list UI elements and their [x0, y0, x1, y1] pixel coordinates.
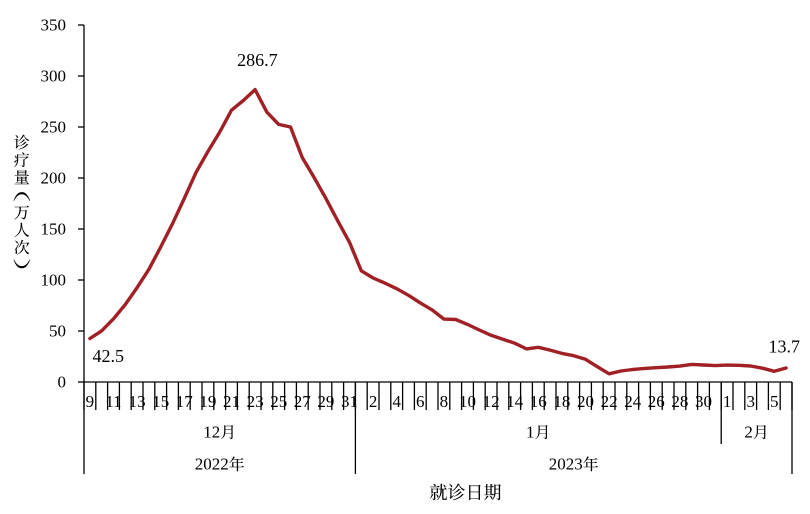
svg-text:12: 12 — [483, 392, 500, 411]
svg-text:16: 16 — [530, 392, 547, 411]
svg-text:14: 14 — [506, 392, 524, 411]
svg-text:26: 26 — [648, 392, 665, 411]
svg-text:0: 0 — [58, 373, 67, 392]
svg-text:30: 30 — [695, 392, 712, 411]
svg-text:200: 200 — [41, 169, 67, 188]
svg-text:31: 31 — [341, 392, 358, 411]
svg-text:15: 15 — [152, 392, 169, 411]
svg-text:13.7: 13.7 — [769, 337, 801, 357]
svg-text:42.5: 42.5 — [92, 346, 124, 366]
svg-text:20: 20 — [577, 392, 594, 411]
svg-text:1: 1 — [723, 392, 732, 411]
svg-text:18: 18 — [553, 392, 570, 411]
svg-text:12: 12 — [203, 422, 220, 441]
svg-text:2023: 2023 — [549, 455, 583, 474]
svg-text:10: 10 — [459, 392, 476, 411]
svg-text:9: 9 — [86, 392, 95, 411]
svg-text:50: 50 — [49, 322, 66, 341]
svg-text:4: 4 — [392, 392, 401, 411]
svg-text:13: 13 — [129, 392, 146, 411]
svg-text:27: 27 — [294, 392, 312, 411]
svg-text:28: 28 — [671, 392, 688, 411]
svg-text:19: 19 — [199, 392, 216, 411]
svg-text:23: 23 — [247, 392, 264, 411]
svg-text:21: 21 — [223, 392, 240, 411]
svg-text:11: 11 — [105, 392, 121, 411]
svg-text:1: 1 — [526, 422, 535, 441]
svg-text:2: 2 — [369, 392, 378, 411]
svg-text:3: 3 — [746, 392, 755, 411]
svg-text:17: 17 — [176, 392, 194, 411]
svg-text:8: 8 — [440, 392, 449, 411]
svg-text:22: 22 — [601, 392, 618, 411]
svg-text:5: 5 — [770, 392, 779, 411]
svg-text:29: 29 — [317, 392, 334, 411]
svg-text:300: 300 — [41, 67, 67, 86]
svg-text:24: 24 — [624, 392, 642, 411]
svg-text:350: 350 — [41, 16, 67, 35]
svg-text:2022: 2022 — [195, 455, 229, 474]
svg-text:6: 6 — [416, 392, 425, 411]
svg-text:150: 150 — [41, 220, 67, 239]
svg-text:2: 2 — [744, 422, 753, 441]
svg-text:25: 25 — [270, 392, 287, 411]
svg-text:286.7: 286.7 — [237, 50, 278, 70]
svg-text:250: 250 — [41, 118, 67, 137]
svg-text:100: 100 — [41, 271, 67, 290]
